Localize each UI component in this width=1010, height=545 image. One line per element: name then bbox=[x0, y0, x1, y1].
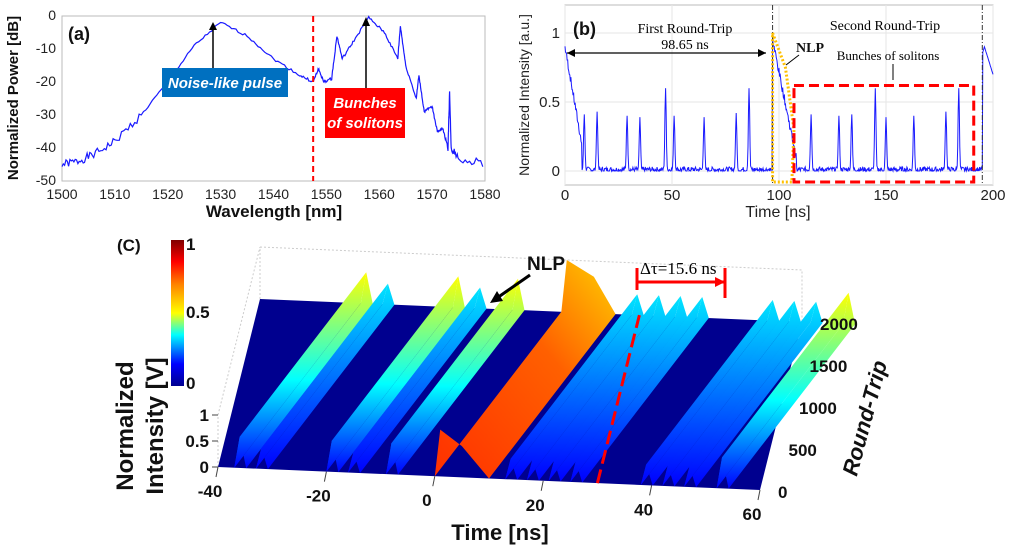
panel-c-3d-surface: -40 -20 0 20 40 60 0 500 1000 1500 2000 0 0.5 1 (C) 1… bbox=[112, 235, 892, 545]
y-tick-label: -20 bbox=[36, 73, 56, 89]
colorbar-tick: 1 bbox=[186, 235, 195, 254]
z-tick-label: 0.5 bbox=[185, 432, 209, 451]
y-tick-label: -30 bbox=[36, 106, 56, 122]
x-tick bbox=[757, 489, 761, 501]
delta-tau-bracket bbox=[635, 268, 727, 298]
soliton-ridge-face bbox=[662, 300, 795, 486]
nlp-label: NLP bbox=[796, 41, 824, 56]
y-tick-label: 1000 bbox=[799, 399, 837, 418]
x-tick-label: 1550 bbox=[311, 186, 342, 202]
x-axis-label: Time [ns] bbox=[451, 520, 548, 545]
x-tick-label: 20 bbox=[526, 496, 545, 515]
y-tick-label: 1500 bbox=[810, 357, 848, 376]
soliton-ridge-face bbox=[548, 296, 681, 482]
y-tick-label: 0 bbox=[778, 483, 787, 502]
y-tick-label: 500 bbox=[789, 441, 817, 460]
y-tick-label: 1 bbox=[552, 25, 560, 42]
x-tick-label: -40 bbox=[198, 482, 223, 501]
panel-label-a: (a) bbox=[68, 24, 90, 44]
period-label: 98.65 ns bbox=[661, 38, 708, 53]
first-round-trip-label: First Round-Trip bbox=[638, 22, 733, 37]
nlp-label: NLP bbox=[527, 254, 565, 275]
y-tick-label: -10 bbox=[36, 40, 56, 56]
z-axis-label-line1: Normalized bbox=[112, 361, 139, 490]
y-tick-label: 0 bbox=[552, 163, 560, 180]
nlp-label: Noise-like pulse bbox=[168, 75, 282, 92]
panel-label-c: (C) bbox=[117, 236, 141, 255]
y-axis-label: Normalized Intensity [a.u.] bbox=[516, 14, 532, 176]
y-tick-label: 0.5 bbox=[539, 94, 560, 111]
y-tick-label: 2000 bbox=[820, 315, 858, 334]
x-tick-label: 150 bbox=[873, 187, 898, 204]
x-tick bbox=[649, 485, 653, 496]
x-axis-label: Wavelength [nm] bbox=[206, 202, 342, 221]
y-tick-label: 0 bbox=[48, 7, 56, 23]
y-tick-label: -50 bbox=[36, 172, 56, 188]
solitons-label-box bbox=[325, 88, 405, 138]
nlp-arrow bbox=[496, 273, 531, 300]
x-tick-label: 1560 bbox=[364, 186, 395, 202]
x-tick-label: 0 bbox=[422, 491, 431, 510]
y-axis-label: Normalized Power [dB] bbox=[5, 16, 22, 180]
x-tick bbox=[323, 471, 327, 482]
colorbar bbox=[171, 240, 184, 386]
x-tick-label: 0 bbox=[561, 187, 569, 204]
spectrum-line bbox=[61, 15, 484, 167]
x-tick-label: 50 bbox=[664, 187, 681, 204]
soliton-ridge-face bbox=[234, 272, 367, 468]
solitons-label: Bunches of solitons bbox=[327, 95, 403, 132]
x-tick-label: 200 bbox=[980, 187, 1005, 204]
soliton-ridge-face bbox=[386, 278, 518, 475]
soliton-ridge-face bbox=[640, 299, 773, 485]
x-tick bbox=[540, 480, 544, 491]
second-round-trip-label: Second Round-Trip bbox=[830, 19, 940, 34]
x-axis-label: Time [ns] bbox=[745, 204, 810, 221]
arrow-head-icon bbox=[490, 291, 503, 303]
soliton-ridge-face bbox=[348, 287, 481, 473]
bunches-label: Bunches of solitons bbox=[837, 48, 940, 63]
z-tick-label: 0 bbox=[200, 458, 209, 477]
x-tick-label: 100 bbox=[766, 187, 791, 204]
x-tick-label: 1540 bbox=[258, 186, 289, 202]
delta-tau-dashed-line bbox=[595, 314, 641, 484]
y-tick-label: -40 bbox=[36, 139, 56, 155]
x-tick-label: 40 bbox=[634, 500, 653, 519]
nlp-surface bbox=[434, 260, 616, 479]
colorbar-tick: 0.5 bbox=[186, 303, 210, 322]
z-axis-label-line2: Intensity [V] bbox=[142, 357, 169, 494]
intensity-trace bbox=[564, 37, 994, 173]
x-tick-label: 1580 bbox=[469, 186, 500, 202]
x-tick-label: 1500 bbox=[46, 186, 77, 202]
soliton-ridge-face bbox=[716, 292, 849, 489]
x-tick-label: 60 bbox=[743, 505, 762, 524]
soliton-ridge-face bbox=[255, 283, 388, 469]
arrow-head-icon bbox=[209, 22, 217, 30]
nlp-arrow bbox=[785, 54, 800, 66]
colorbar-tick: 0 bbox=[186, 374, 195, 393]
plot-frame bbox=[61, 15, 486, 182]
z-tick-label: 1 bbox=[200, 406, 209, 425]
x-tick bbox=[215, 466, 219, 478]
soliton-ridge-face bbox=[684, 301, 817, 487]
x-tick-label: 1510 bbox=[99, 186, 130, 202]
nlp-label-box bbox=[162, 68, 288, 97]
panel-b-time-trace: 0 50 100 150 200 0 0.5 1 (b) First Round-Trip 9… bbox=[516, 4, 1006, 221]
panel-a-spectrum: 1500 1510 1520 1530 1540 1550 1560 1570 1580 0 -10… bbox=[5, 7, 501, 221]
arrow-head-icon bbox=[362, 17, 370, 26]
delta-tau-label: Δτ=15.6 ns bbox=[640, 259, 716, 278]
soliton-ridge-face bbox=[505, 294, 638, 480]
x-tick-label: 1570 bbox=[417, 186, 448, 202]
x-tick-label: 1530 bbox=[205, 186, 236, 202]
x-tick bbox=[432, 476, 436, 487]
soliton-ridge-face bbox=[526, 295, 659, 481]
soliton-ridge-face bbox=[326, 276, 459, 472]
x-tick-label: 1520 bbox=[152, 186, 183, 202]
soliton-ridge-face bbox=[570, 296, 703, 482]
solitons-dashed-box bbox=[792, 83, 976, 184]
x-tick-label: -20 bbox=[306, 487, 331, 506]
panel-label-b: (b) bbox=[573, 19, 596, 39]
arrow-head-icon bbox=[715, 277, 725, 287]
